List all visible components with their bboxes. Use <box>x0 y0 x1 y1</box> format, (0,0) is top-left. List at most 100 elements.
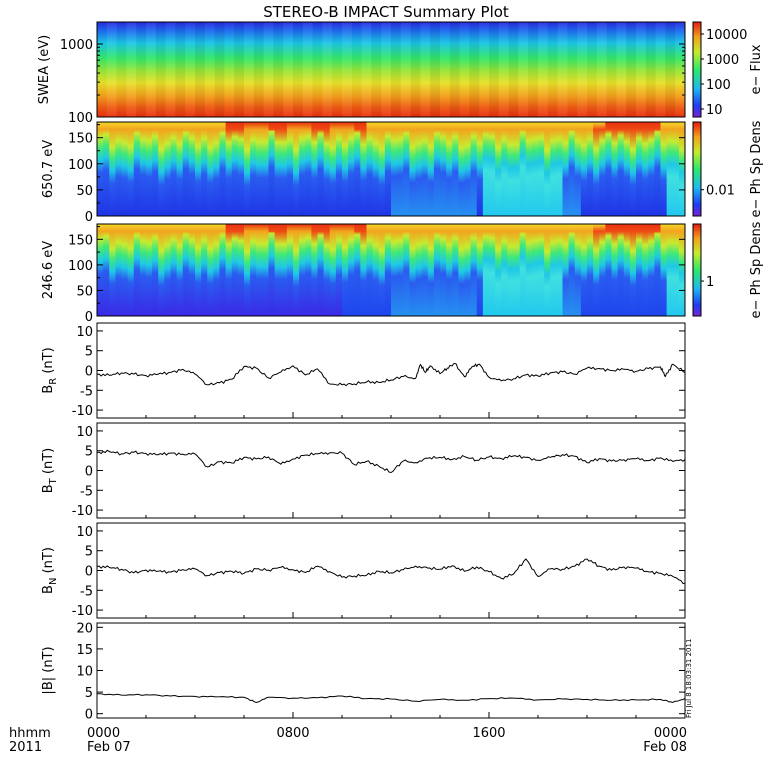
pad-column <box>440 122 447 216</box>
y-tick-label: 0 <box>85 310 93 325</box>
swea-streak <box>283 22 293 117</box>
pad-column <box>476 122 484 216</box>
y-tick-label: 150 <box>68 132 93 147</box>
pad-column <box>188 224 196 316</box>
pad-column <box>666 224 674 316</box>
pad-column <box>648 224 655 316</box>
pad-column <box>293 224 300 316</box>
pad-column <box>274 224 282 316</box>
pad-column <box>452 122 459 216</box>
y-axis-label: 650.7 eV <box>41 140 56 198</box>
pad-column <box>299 224 306 316</box>
pad-column <box>201 224 208 316</box>
pad-column <box>593 122 600 216</box>
pad-column <box>593 224 600 316</box>
pad-column <box>672 122 680 216</box>
pad-column <box>580 122 588 216</box>
pad-column <box>421 122 429 216</box>
pad-column <box>599 224 606 316</box>
pad-column <box>317 224 325 316</box>
swea-streak <box>645 22 656 117</box>
bt-series-line <box>96 449 686 474</box>
swea-streak <box>224 22 234 117</box>
pad-column <box>470 224 478 316</box>
swea-streak <box>400 22 411 117</box>
pad-column <box>464 122 472 216</box>
pad-column <box>421 224 429 316</box>
x-tick-label-date: Feb 08 <box>643 740 687 755</box>
pad-column <box>342 224 349 316</box>
pad-column <box>164 224 171 316</box>
pad-column <box>501 122 508 216</box>
swea-streak <box>675 22 685 117</box>
pad-column <box>286 122 294 216</box>
pad-column <box>256 224 263 316</box>
swea-streak <box>596 22 607 117</box>
pad-column <box>489 224 496 316</box>
y-tick-label: 1000 <box>60 38 93 53</box>
pad-column <box>256 122 263 216</box>
y-tick-label: 0 <box>85 565 93 580</box>
pad-column <box>636 224 643 316</box>
pad-column <box>170 122 178 216</box>
swea-streak <box>420 22 430 117</box>
y-tick-label: -10 <box>72 404 93 419</box>
pad-column <box>207 122 214 216</box>
y-tick-label: 10 <box>76 325 93 340</box>
pad-column <box>176 122 184 216</box>
panel-bmag: 20 15 10 5 0 |B| (nT) <box>41 621 686 723</box>
pad-column <box>317 122 325 216</box>
y-tick-label: 5 <box>85 686 93 701</box>
pad-column <box>133 122 141 216</box>
pad-column <box>476 224 484 316</box>
bn-frame <box>96 522 686 619</box>
x-tick-label-hhmm: 0000 <box>654 726 687 741</box>
pad-column <box>97 224 104 316</box>
pad-column <box>403 224 410 316</box>
pad-column <box>544 122 551 216</box>
pad-column <box>109 224 116 316</box>
y-tick-label: 150 <box>68 233 93 248</box>
pad-column <box>366 122 374 216</box>
swea-streak <box>322 22 333 117</box>
swea-streak <box>97 22 107 117</box>
x-tick-label-date: Feb 07 <box>87 740 131 755</box>
bn-series-line <box>96 558 686 585</box>
pad-column <box>623 122 631 216</box>
pad-column <box>531 122 539 216</box>
pad-column <box>574 224 582 316</box>
pad-column <box>611 224 619 316</box>
pad-column <box>109 122 116 216</box>
pad-column <box>158 224 165 316</box>
pad-column <box>544 224 551 316</box>
swea-streak <box>371 22 381 117</box>
br-series-line <box>96 362 686 387</box>
x-axis-row2-label: 2011 <box>9 740 42 755</box>
y-axis-label: BT (nT) <box>41 448 59 494</box>
pad-column <box>666 122 674 216</box>
pad-column <box>489 122 496 216</box>
pad-column <box>372 224 380 316</box>
pad-column <box>470 122 478 216</box>
x-tick-label-hhmm: 0000 <box>87 726 120 741</box>
swea-streak <box>136 22 146 117</box>
swea-streak <box>205 22 215 117</box>
pad-column <box>415 122 423 216</box>
pad-column <box>672 224 680 316</box>
swea-streak <box>332 22 342 117</box>
pad-column <box>458 122 465 216</box>
pad-column <box>139 122 147 216</box>
pad-column <box>427 224 435 316</box>
pad-column <box>182 122 190 216</box>
swea-streak <box>449 22 460 117</box>
pad-column <box>642 224 649 316</box>
y-tick-label: 0 <box>85 365 93 380</box>
swea-streak <box>410 22 421 117</box>
bmag-series-line <box>97 693 686 704</box>
pad-column <box>440 224 447 316</box>
pad-column <box>587 224 594 316</box>
pad-column <box>225 224 233 316</box>
pad-column <box>513 224 521 316</box>
swea-streak <box>440 22 450 117</box>
y-axis-label: |B| (nT) <box>41 646 56 694</box>
